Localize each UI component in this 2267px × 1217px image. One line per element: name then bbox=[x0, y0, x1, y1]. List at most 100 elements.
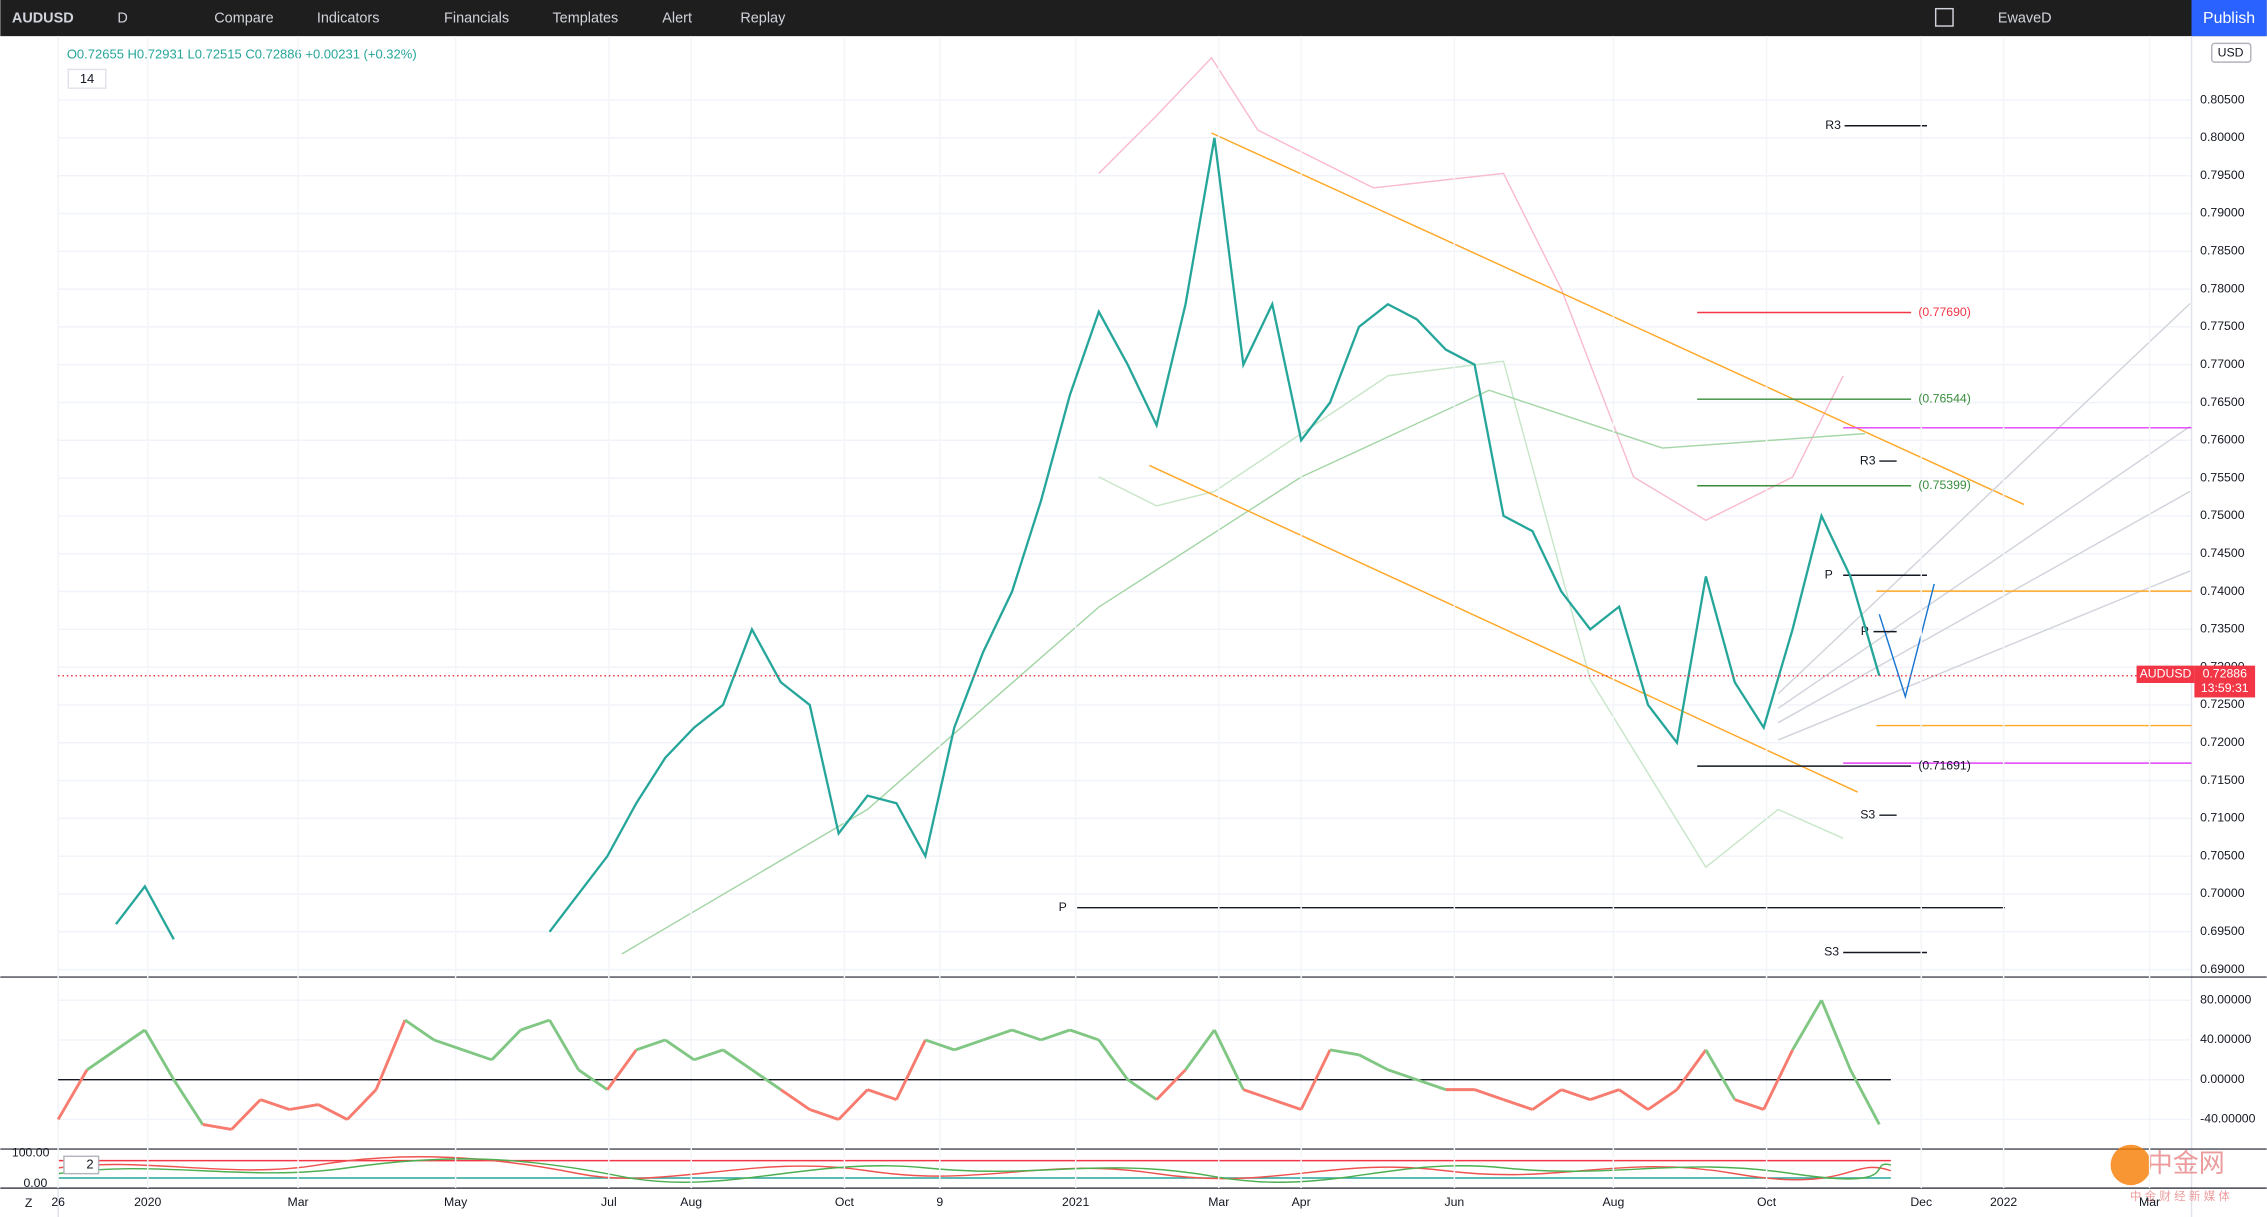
oscillator-segment bbox=[462, 1048, 493, 1062]
pivot-label: R3 bbox=[1825, 118, 1841, 132]
y-tick-label: 0.77500 bbox=[2200, 319, 2245, 333]
y-tick-label: 0.71500 bbox=[2200, 773, 2245, 787]
y-tick-label: 0.78000 bbox=[2200, 281, 2245, 295]
oscillator-segment bbox=[374, 1019, 407, 1091]
price-tag bbox=[2136, 665, 2195, 683]
oscillator-segment bbox=[1126, 1078, 1158, 1101]
interval[interactable]: D bbox=[117, 11, 127, 27]
y-tick-label: 0.69500 bbox=[2200, 924, 2245, 938]
toolbar-button[interactable]: Financials bbox=[444, 11, 509, 27]
x-tick-label: Dec bbox=[1910, 1195, 1932, 1209]
layout-icon[interactable] bbox=[1934, 7, 1954, 27]
oscillator-segment bbox=[606, 1049, 638, 1091]
oscillator-segment bbox=[635, 1038, 666, 1052]
oscillator-segment bbox=[895, 1039, 927, 1101]
length-box[interactable] bbox=[67, 68, 107, 89]
currency[interactable]: USD bbox=[2218, 46, 2244, 60]
pivot-label: P bbox=[1059, 900, 1067, 914]
oscillator-segment bbox=[924, 1038, 955, 1052]
layout-name[interactable]: EwaveD bbox=[1998, 11, 2052, 27]
toolbar-button[interactable]: Replay bbox=[740, 11, 786, 27]
stoch-line bbox=[58, 1156, 1892, 1181]
fan-line bbox=[1777, 490, 2191, 724]
oscillator-segment bbox=[1271, 1098, 1302, 1111]
oscillator-segment bbox=[1560, 1088, 1591, 1101]
stoch-tick: 100.00 bbox=[12, 1146, 50, 1160]
oscillator-segment bbox=[1299, 1049, 1332, 1111]
y-tick-label: 0.72500 bbox=[2200, 697, 2245, 711]
watermark-subtitle: 中 金 财 经 新 媒 体 bbox=[2130, 1189, 2231, 1203]
oscillator-segment bbox=[56, 1069, 89, 1121]
y-tick-label: -40.00000 bbox=[2200, 1112, 2255, 1126]
oscillator-segment bbox=[1734, 1098, 1765, 1111]
oscillator-segment bbox=[1329, 1048, 1360, 1057]
y-tick-label: 0.79000 bbox=[2200, 206, 2245, 220]
toolbar-button[interactable]: Compare bbox=[214, 11, 273, 27]
y-tick-label: 0.80000 bbox=[2200, 130, 2245, 144]
symbol[interactable]: AUDUSD bbox=[12, 11, 74, 27]
oscillator-segment bbox=[115, 1028, 146, 1052]
oscillator-segment bbox=[1647, 1088, 1678, 1111]
projection bbox=[1878, 583, 1935, 700]
y-tick-label: 0.78500 bbox=[2200, 244, 2245, 258]
stoch-label[interactable]: 2 bbox=[86, 1156, 93, 1171]
price-tag-countdown: 13:59:31 bbox=[2201, 681, 2249, 695]
oscillator-segment bbox=[1589, 1088, 1620, 1101]
y-tick-label: 0.00000 bbox=[2200, 1072, 2245, 1086]
oscillator-segment bbox=[664, 1038, 695, 1062]
pivot-label: R3 bbox=[1860, 453, 1876, 467]
oscillator-segment bbox=[548, 1019, 580, 1071]
oscillator-segment bbox=[1849, 1069, 1881, 1126]
oscillator-segment bbox=[1618, 1088, 1649, 1111]
ohlc-readout: O0.72655 H0.72931 L0.72515 C0.72886 +0.0… bbox=[67, 46, 417, 61]
currency-button[interactable] bbox=[2211, 42, 2252, 63]
x-tick-label: 2022 bbox=[1990, 1195, 2017, 1209]
y-tick-label: 0.75000 bbox=[2200, 508, 2245, 522]
publish-label[interactable]: Publish bbox=[2203, 10, 2255, 27]
oscillator-segment bbox=[1675, 1049, 1708, 1091]
pivot-label: P bbox=[1825, 568, 1833, 582]
stoch-line bbox=[58, 1158, 1892, 1183]
oscillator-segment bbox=[1416, 1078, 1447, 1091]
x-tick-label: Mar bbox=[1208, 1195, 1229, 1209]
publish-button[interactable] bbox=[2191, 0, 2267, 37]
price-tag bbox=[2194, 665, 2256, 698]
oscillator-segment bbox=[837, 1088, 869, 1121]
oscillator-segment bbox=[289, 1103, 319, 1111]
y-tick-label: 0.80500 bbox=[2200, 92, 2245, 106]
channel-line bbox=[1149, 464, 1858, 793]
oscillator-segment bbox=[1791, 999, 1823, 1051]
oscillator-segment bbox=[1704, 1049, 1737, 1101]
toolbar-button[interactable]: Indicators bbox=[317, 11, 380, 27]
fan-line bbox=[1777, 425, 2191, 709]
oscillator-segment bbox=[317, 1103, 348, 1121]
oscillator-segment bbox=[577, 1068, 609, 1091]
toolbar bbox=[0, 0, 2267, 37]
oscillator-segment bbox=[867, 1088, 897, 1101]
oscillator-segment bbox=[1503, 1098, 1533, 1111]
oscillator-segment bbox=[1155, 1068, 1187, 1101]
y-tick-label: 0.76000 bbox=[2200, 433, 2245, 447]
x-tick-label: Mar bbox=[2139, 1195, 2160, 1209]
toolbar-button[interactable]: Templates bbox=[552, 11, 618, 27]
corner[interactable]: Z bbox=[25, 1196, 33, 1210]
stoch-box[interactable] bbox=[63, 1155, 100, 1175]
y-tick-label: 0.69000 bbox=[2200, 962, 2245, 976]
oscillator-segment bbox=[490, 1028, 522, 1061]
y-tick-label: 0.79500 bbox=[2200, 168, 2245, 182]
oscillator-segment bbox=[1387, 1068, 1418, 1082]
y-tick-label: 0.73500 bbox=[2200, 622, 2245, 636]
y-tick-label: 0.70000 bbox=[2200, 886, 2245, 900]
oscillator-segment bbox=[693, 1048, 724, 1062]
toolbar-button[interactable]: Alert bbox=[662, 11, 692, 27]
price-tag-symbol: AUDUSD bbox=[2140, 667, 2192, 681]
oscillator-segment bbox=[722, 1048, 753, 1071]
oscillator-segment bbox=[1184, 1029, 1216, 1071]
oscillator-segment bbox=[260, 1098, 290, 1111]
y-tick-label: 0.77000 bbox=[2200, 357, 2245, 371]
y-tick-label: 0.71000 bbox=[2200, 811, 2245, 825]
length[interactable]: 14 bbox=[80, 71, 94, 86]
oscillator-segment bbox=[230, 1098, 262, 1131]
